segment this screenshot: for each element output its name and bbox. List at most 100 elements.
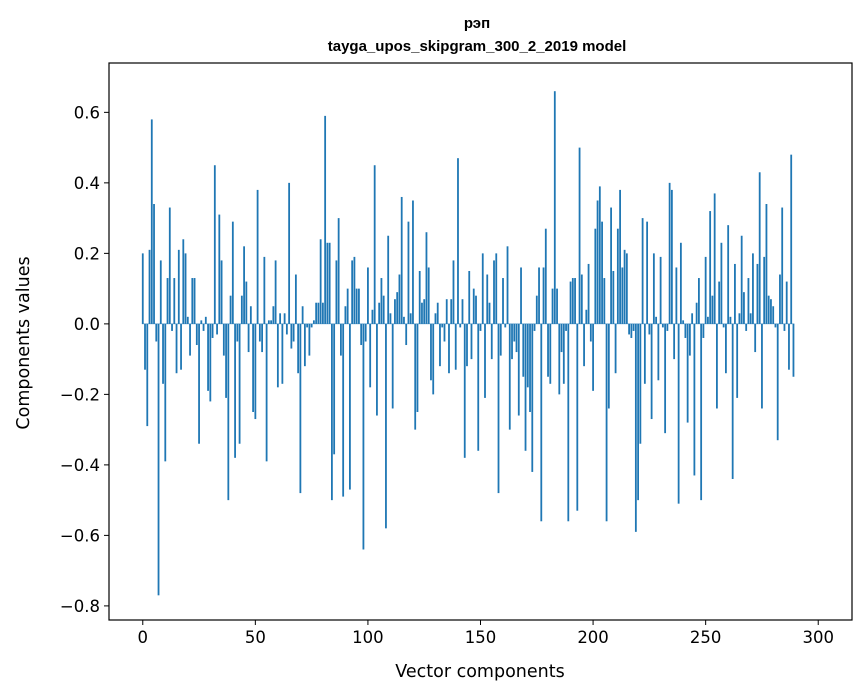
- bar: [292, 323, 295, 342]
- bar: [340, 323, 342, 356]
- bar: [767, 295, 770, 324]
- bar: [587, 263, 590, 324]
- bar: [531, 323, 534, 472]
- y-tick-label: 0.4: [74, 174, 100, 193]
- bar: [569, 281, 572, 324]
- bar: [666, 323, 669, 331]
- bar: [335, 260, 338, 324]
- bar: [475, 295, 477, 324]
- bar: [707, 316, 709, 324]
- bar: [470, 323, 473, 360]
- bar: [526, 323, 529, 388]
- bar: [641, 218, 644, 324]
- bar: [731, 323, 734, 479]
- bar: [578, 147, 581, 324]
- bar: [734, 263, 736, 324]
- bar: [222, 323, 225, 356]
- bar: [670, 189, 673, 324]
- bar: [310, 323, 313, 328]
- bar: [308, 323, 311, 356]
- bar: [508, 323, 511, 430]
- bar: [790, 154, 793, 324]
- bar: [747, 278, 750, 324]
- bar: [405, 323, 408, 346]
- bar: [315, 302, 318, 324]
- bar: [484, 323, 486, 398]
- bar: [434, 313, 437, 324]
- bar: [297, 323, 300, 374]
- bar: [376, 323, 378, 416]
- bar: [452, 260, 455, 324]
- bar: [294, 274, 297, 324]
- bar: [249, 306, 252, 324]
- bar: [299, 323, 302, 494]
- bar: [788, 323, 790, 370]
- bar: [571, 278, 574, 324]
- bar: [538, 267, 540, 324]
- bar: [529, 323, 531, 412]
- bar: [686, 323, 689, 423]
- bar: [229, 295, 232, 324]
- bar: [171, 323, 173, 331]
- bar: [290, 323, 293, 349]
- bar: [479, 323, 482, 331]
- bar: [522, 323, 525, 377]
- bar: [166, 278, 169, 324]
- x-axis: 0 50 100 150 200 250 300: [138, 620, 834, 647]
- bar: [596, 200, 599, 324]
- bar: [756, 263, 759, 324]
- x-tick-label: 300: [802, 628, 834, 647]
- bar: [738, 313, 741, 324]
- bar: [493, 260, 495, 324]
- bar: [637, 323, 640, 501]
- bar: [432, 323, 435, 395]
- bar: [283, 313, 286, 324]
- bar: [661, 323, 664, 328]
- x-tick-label: 150: [465, 628, 497, 647]
- bar: [326, 242, 329, 324]
- bar: [380, 278, 383, 324]
- x-tick-label: 50: [245, 628, 266, 647]
- bar: [195, 323, 198, 346]
- bar: [688, 323, 691, 356]
- bar: [700, 323, 703, 501]
- bar: [542, 267, 545, 324]
- bar: [191, 278, 194, 324]
- bar: [461, 299, 464, 324]
- bar: [556, 288, 558, 324]
- bar: [776, 323, 779, 441]
- bar: [459, 323, 462, 328]
- bar: [360, 323, 363, 346]
- bar: [632, 323, 635, 331]
- bar: [679, 242, 682, 324]
- bar: [421, 302, 423, 324]
- bar: [355, 288, 358, 324]
- bar: [502, 278, 504, 324]
- bar: [342, 323, 345, 497]
- bar: [535, 295, 538, 324]
- bar: [592, 323, 594, 391]
- bar: [574, 278, 576, 324]
- bar: [515, 323, 518, 353]
- bar: [236, 323, 239, 342]
- bar: [511, 323, 513, 360]
- bar: [423, 299, 426, 324]
- bar: [144, 323, 146, 370]
- bar: [770, 299, 772, 324]
- bar: [189, 323, 191, 356]
- bar: [213, 165, 216, 324]
- bar: [761, 323, 763, 409]
- bar: [164, 323, 167, 462]
- bar: [216, 323, 218, 335]
- bar: [695, 302, 698, 324]
- bar: [551, 288, 554, 324]
- bar: [477, 323, 480, 451]
- bar: [743, 292, 745, 324]
- bar: [517, 323, 520, 416]
- bar: [443, 323, 446, 342]
- bar: [261, 323, 263, 353]
- bar: [709, 211, 712, 324]
- bar: [398, 274, 401, 324]
- bar: [159, 260, 162, 324]
- bar: [567, 323, 570, 522]
